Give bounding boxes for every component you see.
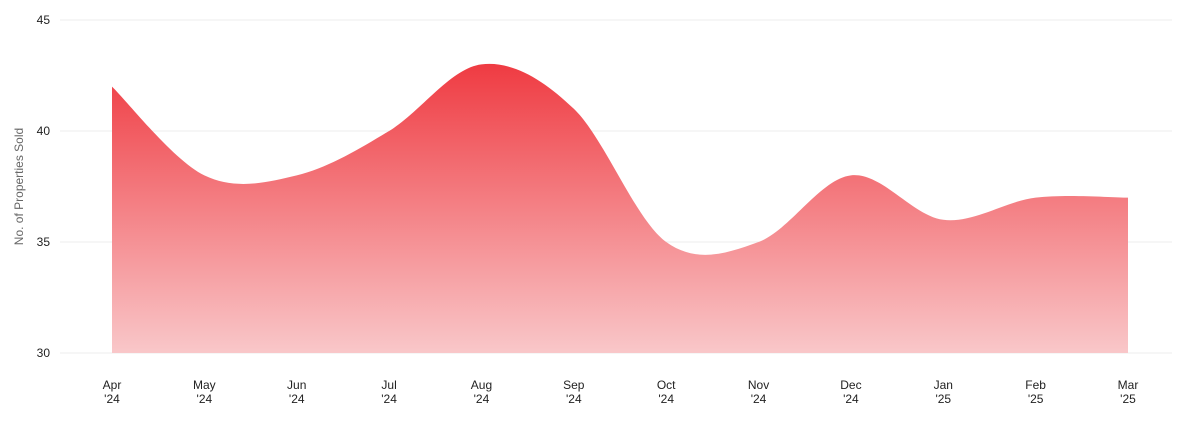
x-tick-label: Sep '24: [563, 378, 585, 406]
y-axis-ticks: 30 35 40 45: [37, 13, 51, 360]
x-tick-label: Feb '25: [1025, 378, 1046, 406]
x-tick-label: Nov '24: [748, 378, 769, 406]
x-tick-label: Jan '25: [934, 378, 953, 406]
y-axis-title: No. of Properties Sold: [12, 128, 26, 245]
x-tick-label: May '24: [193, 378, 216, 406]
y-tick-label: 30: [37, 346, 51, 360]
x-tick-label: Mar '25: [1118, 378, 1139, 406]
area-series: [112, 63, 1128, 353]
x-tick-label: Dec '24: [840, 378, 861, 406]
area-fill: [112, 63, 1128, 353]
y-tick-label: 40: [37, 124, 51, 138]
x-tick-label: Jul '24: [381, 378, 397, 406]
y-tick-label: 35: [37, 235, 51, 249]
x-tick-label: Jun '24: [287, 378, 306, 406]
x-tick-label: Aug '24: [471, 378, 492, 406]
x-tick-label: Apr '24: [103, 378, 122, 406]
x-axis-ticks: Apr '24 May '24 Jun '24 Jul '24 Aug '24 Sep '24 Oct '…: [103, 378, 1139, 406]
y-tick-label: 45: [37, 13, 51, 27]
x-tick-label: Oct '24: [657, 378, 676, 406]
